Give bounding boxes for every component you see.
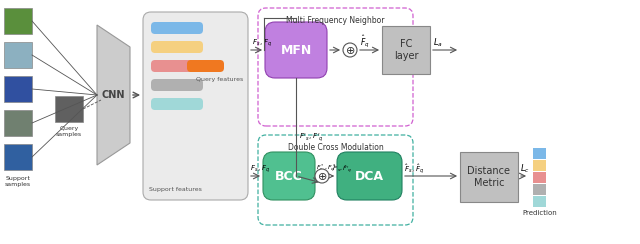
FancyBboxPatch shape xyxy=(151,98,203,110)
Text: $F_s\,,F_q$: $F_s\,,F_q$ xyxy=(250,163,271,175)
FancyBboxPatch shape xyxy=(151,79,203,91)
Bar xyxy=(4,8,32,34)
Bar xyxy=(382,26,430,74)
Text: Query
samples: Query samples xyxy=(56,126,82,137)
FancyBboxPatch shape xyxy=(187,60,224,72)
Text: Double Cross Modulation: Double Cross Modulation xyxy=(287,143,383,152)
FancyBboxPatch shape xyxy=(143,12,248,200)
Bar xyxy=(4,110,32,136)
Bar xyxy=(533,196,546,207)
Text: $L_c$: $L_c$ xyxy=(520,163,530,175)
Text: $L_a$: $L_a$ xyxy=(433,37,443,49)
FancyBboxPatch shape xyxy=(337,152,402,200)
Circle shape xyxy=(315,169,329,183)
Circle shape xyxy=(343,43,357,57)
Bar xyxy=(533,172,546,183)
Text: BCC: BCC xyxy=(275,170,303,183)
FancyBboxPatch shape xyxy=(151,41,203,53)
FancyBboxPatch shape xyxy=(151,60,203,72)
Text: Multi Frequency Neighbor: Multi Frequency Neighbor xyxy=(286,16,385,25)
Text: DCA: DCA xyxy=(355,170,384,183)
Text: Support features: Support features xyxy=(149,187,202,192)
Text: $F^*_s,F^*_q$: $F^*_s,F^*_q$ xyxy=(316,163,336,175)
FancyBboxPatch shape xyxy=(151,22,203,34)
Text: $\hat{F}'_s,\hat{F}'_q$: $\hat{F}'_s,\hat{F}'_q$ xyxy=(332,163,353,175)
Bar xyxy=(533,148,546,159)
FancyBboxPatch shape xyxy=(265,22,327,78)
Bar xyxy=(460,152,518,202)
Bar xyxy=(4,42,32,68)
Text: $\oplus$: $\oplus$ xyxy=(345,44,355,55)
Bar xyxy=(55,96,83,122)
Text: $\hat{F}_q$: $\hat{F}_q$ xyxy=(360,34,370,50)
Text: $\oplus$: $\oplus$ xyxy=(317,171,327,182)
FancyBboxPatch shape xyxy=(263,152,315,200)
Text: $F'_s\,,F'_q$: $F'_s\,,F'_q$ xyxy=(299,132,324,144)
Polygon shape xyxy=(97,25,130,165)
Bar xyxy=(533,160,546,171)
Text: Prediction: Prediction xyxy=(522,210,557,216)
Bar xyxy=(4,144,32,170)
Bar xyxy=(533,184,546,195)
Text: Query features: Query features xyxy=(196,78,243,82)
Text: CNN: CNN xyxy=(102,90,125,100)
Text: Distance
Metric: Distance Metric xyxy=(467,166,511,188)
Bar xyxy=(4,76,32,102)
Text: MFN: MFN xyxy=(280,43,312,57)
Text: $F_s\,,F_q$: $F_s\,,F_q$ xyxy=(252,37,273,49)
Text: Support
samples: Support samples xyxy=(5,176,31,187)
Text: $\hat{F}_s\,,\hat{F}_q$: $\hat{F}_s\,,\hat{F}_q$ xyxy=(404,162,424,176)
Text: FC
layer: FC layer xyxy=(394,39,419,61)
